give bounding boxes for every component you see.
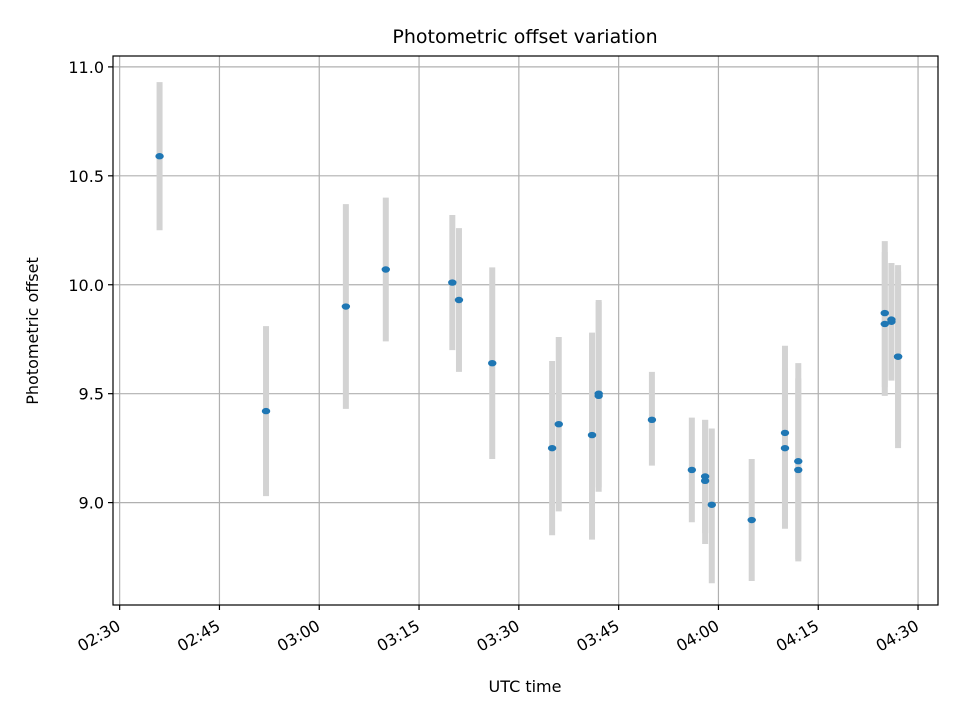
data-point: [155, 153, 164, 160]
data-point: [794, 466, 803, 474]
data-point: [261, 407, 271, 415]
data-point: [554, 420, 563, 428]
data-point: [880, 309, 889, 317]
data-point: [341, 303, 351, 310]
y-tick-label: 10.5: [68, 167, 104, 186]
data-point: [594, 390, 603, 397]
x-axis-label: UTC time: [489, 677, 562, 696]
y-axis-ticks: 9.0 9.5 10.0 10.5 11.0: [68, 58, 113, 513]
data-point: [707, 501, 716, 508]
data-point: [488, 359, 497, 367]
data-point: [454, 296, 464, 304]
data-point: [687, 466, 697, 474]
y-tick-label: 10.0: [68, 276, 104, 295]
data-point: [780, 429, 790, 437]
chart-title: Photometric offset variation: [392, 26, 657, 48]
data-point: [547, 444, 557, 452]
data-point: [893, 353, 903, 360]
data-point: [794, 458, 803, 465]
data-point: [887, 316, 896, 323]
data-point: [747, 516, 756, 524]
data-point: [448, 279, 457, 286]
data-point: [780, 444, 790, 452]
grid-lines: [113, 56, 938, 605]
data-points: [155, 153, 903, 524]
data-point: [880, 320, 889, 328]
data-point: [587, 431, 597, 439]
y-axis-label: Photometric offset: [23, 257, 42, 405]
plot-frame: [112, 55, 939, 606]
y-tick-label: 11.0: [68, 58, 104, 77]
data-point: [700, 477, 710, 485]
data-point: [647, 416, 657, 424]
y-tick-label: 9.5: [79, 385, 104, 404]
y-tick-label: 9.0: [79, 494, 104, 513]
data-point: [381, 266, 390, 273]
